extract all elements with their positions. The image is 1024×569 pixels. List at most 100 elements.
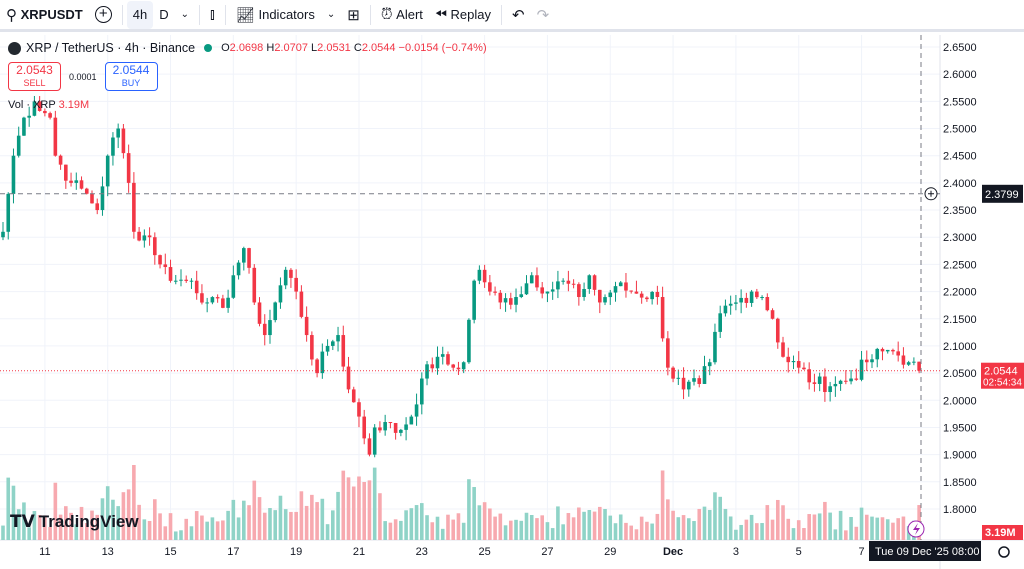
symbol-search[interactable]: ⚲ XRPUSDT	[6, 6, 83, 24]
candle-body	[105, 155, 110, 187]
volume-bar	[11, 485, 16, 540]
candle-body	[760, 297, 764, 299]
volume-bar	[634, 529, 639, 540]
volume-bar	[734, 529, 738, 540]
price-tick-label: 2.3000	[943, 232, 977, 244]
divider	[501, 4, 502, 25]
volume-bar	[461, 522, 466, 540]
volume-bar	[346, 477, 351, 540]
volume-bar	[592, 511, 597, 540]
candle-body	[885, 349, 890, 352]
candle-body	[461, 362, 466, 370]
volume-bar	[749, 514, 754, 540]
volume-bar	[891, 522, 895, 540]
candle-body	[566, 280, 571, 284]
candle-body	[257, 302, 262, 324]
volume-bar	[540, 515, 545, 540]
volume-bar	[613, 523, 618, 540]
volume-bar	[231, 499, 236, 540]
compare-button[interactable]: +	[89, 1, 118, 29]
volume-bar	[859, 507, 864, 540]
volume-bar	[236, 517, 241, 540]
volume-bar	[105, 486, 110, 540]
volume-bar	[844, 530, 848, 540]
volume-bar	[351, 486, 356, 540]
candle-body	[718, 313, 722, 332]
candle-body	[582, 288, 586, 298]
candle-body	[11, 155, 16, 194]
candle-body	[728, 303, 733, 306]
interval-dropdown[interactable]: ⌄	[175, 1, 195, 29]
volume-bar	[697, 508, 702, 540]
price-chart[interactable]: 2.6500 2.6000 2.5500 2.5000 2.4500 2.4000 2.35…	[0, 35, 1024, 569]
price-tick-label: 2.0500	[943, 368, 977, 380]
candle-body	[147, 235, 152, 238]
volume-bar	[676, 517, 681, 540]
candle-body	[488, 282, 492, 292]
volume-bar	[660, 470, 665, 540]
candle-body	[650, 291, 654, 300]
chart-type-button[interactable]: ⫾	[204, 1, 221, 29]
buy-button[interactable]: 2.0544 BUY	[104, 62, 158, 91]
candle-body	[618, 282, 623, 287]
volume-bar	[467, 479, 471, 540]
volume-bar	[791, 528, 796, 540]
candle-body	[713, 331, 717, 363]
volume-bar	[221, 520, 225, 540]
candle-body	[765, 297, 770, 311]
interval-4h[interactable]: 4h	[126, 0, 154, 29]
divider	[224, 4, 226, 25]
volume-bar	[341, 470, 346, 540]
alert-button[interactable]: ⏰︎ Alert	[380, 6, 423, 23]
undo-button[interactable]: ↶	[506, 1, 531, 29]
volume-bar	[650, 523, 654, 540]
candle-body	[294, 277, 298, 292]
candle-body	[84, 188, 89, 194]
tradingview-logo[interactable]: 𝗧𝗩 TradingView	[10, 512, 139, 531]
candle-body	[215, 297, 220, 299]
interval-d[interactable]: D	[159, 7, 169, 22]
candle-body	[331, 341, 335, 346]
volume-bar	[372, 467, 377, 540]
volume-bar	[639, 516, 644, 540]
candle-body	[111, 137, 115, 156]
layouts-button[interactable]: ⊞	[341, 1, 366, 29]
candle-body	[22, 117, 26, 136]
candle-body	[634, 291, 639, 294]
replay-button[interactable]: ⏪︎ Replay	[434, 6, 491, 23]
price-tick-label: 2.2500	[943, 259, 977, 271]
candle-body	[289, 269, 293, 278]
volume-bar	[1, 525, 5, 540]
volume-bar	[655, 513, 660, 540]
volume-bar	[896, 518, 900, 540]
last-volume-label: 3.19M	[985, 527, 1016, 539]
candle-body	[603, 297, 607, 303]
volume-bar	[383, 521, 387, 540]
candle-body	[587, 275, 592, 289]
candle-body	[341, 335, 346, 367]
candle-body	[90, 193, 94, 204]
sell-button[interactable]: 2.0543 SELL	[8, 62, 61, 91]
price-tick-label: 1.8000	[943, 504, 977, 516]
volume-bar	[257, 497, 262, 540]
candle-body	[236, 262, 241, 276]
candle-body	[184, 279, 189, 281]
volume-bar	[550, 528, 555, 540]
candle-body	[95, 203, 100, 211]
volume-bar	[90, 510, 94, 540]
volume-bar	[503, 525, 508, 540]
volume-bar	[242, 500, 246, 540]
candle-body	[802, 367, 806, 370]
volume-bar	[692, 521, 696, 540]
time-tick-label: 7	[858, 546, 864, 558]
indicators-button[interactable]: 📈︎ Indicators	[235, 6, 315, 24]
candle-body	[880, 348, 885, 352]
candle-body	[676, 377, 681, 379]
volume-bar	[205, 521, 209, 540]
volume-bar	[420, 503, 424, 540]
candle-body	[399, 429, 403, 433]
redo-button[interactable]: ↷	[531, 1, 556, 29]
volume-bar	[252, 480, 257, 540]
indicators-dropdown[interactable]: ⌄	[321, 1, 341, 29]
volume-bar	[529, 514, 534, 540]
